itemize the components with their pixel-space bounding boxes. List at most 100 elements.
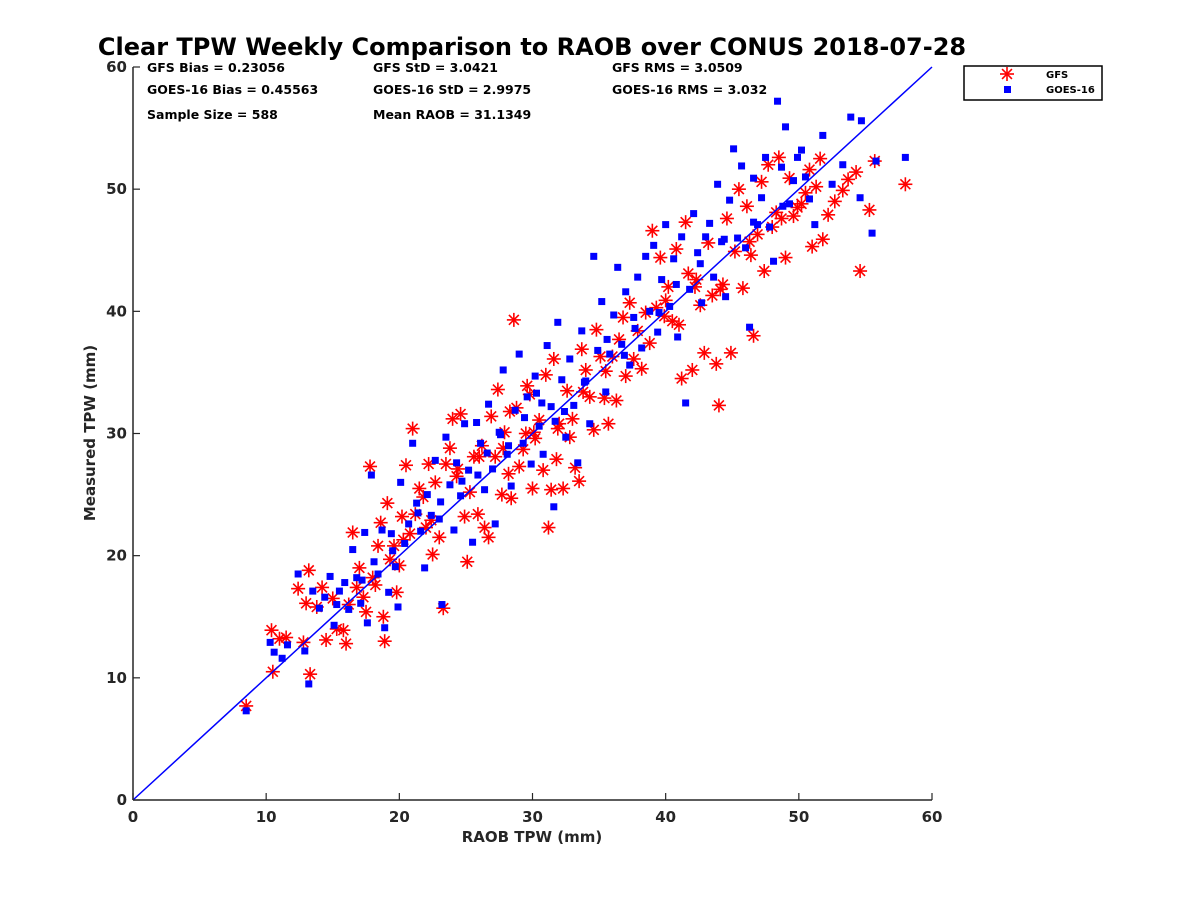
goes16-point bbox=[586, 420, 594, 428]
goes16-point bbox=[385, 588, 393, 596]
goes16-point bbox=[638, 344, 646, 352]
goes16-point bbox=[620, 351, 628, 359]
gfs-point bbox=[645, 223, 660, 238]
gfs-point bbox=[460, 554, 475, 569]
goes16-point bbox=[750, 218, 758, 226]
gfs-point bbox=[809, 179, 824, 194]
goes16-point bbox=[474, 471, 482, 479]
stats-block: GFS Bias = 0.23056 GFS StD = 3.0421 GFS … bbox=[147, 60, 767, 122]
goes16-point bbox=[473, 419, 481, 427]
goes16-point bbox=[401, 539, 409, 547]
gfs-point bbox=[757, 264, 772, 279]
goes16-point bbox=[868, 229, 876, 237]
gfs-point bbox=[556, 481, 571, 496]
goes16-point bbox=[674, 333, 682, 341]
goes16-point bbox=[446, 481, 454, 489]
gfs-point bbox=[685, 362, 700, 377]
goes16-point bbox=[345, 605, 353, 613]
gfs-point bbox=[470, 507, 485, 522]
goes16-point bbox=[598, 298, 606, 306]
gfs-point bbox=[802, 162, 817, 177]
gfs-point bbox=[394, 509, 409, 524]
goes16-point bbox=[654, 328, 662, 336]
goes16-point bbox=[270, 648, 278, 656]
goes16-point bbox=[839, 161, 847, 169]
goes16-point bbox=[811, 221, 819, 229]
gfs-point bbox=[363, 459, 378, 474]
gfs-point bbox=[642, 336, 657, 351]
goes16-point bbox=[349, 546, 357, 554]
goes16-point bbox=[333, 601, 341, 609]
goes16-point bbox=[630, 313, 638, 321]
goes16-point bbox=[578, 327, 586, 335]
gfs-point bbox=[723, 345, 738, 360]
goes16-point bbox=[538, 399, 546, 407]
goes16-point bbox=[672, 280, 680, 288]
gfs-point bbox=[538, 367, 553, 382]
gfs-point bbox=[376, 609, 391, 624]
gfs-point bbox=[315, 580, 330, 595]
goes16-point bbox=[550, 503, 558, 511]
gfs-point bbox=[815, 232, 830, 247]
gfs-point bbox=[674, 371, 689, 386]
goes16-point bbox=[778, 163, 786, 171]
goes16-point bbox=[720, 235, 728, 243]
gfs-point bbox=[653, 250, 668, 265]
legend-gfs-asterisk-icon bbox=[1000, 67, 1014, 81]
goes16-point bbox=[315, 604, 323, 612]
goes16-point bbox=[489, 465, 497, 473]
gfs-point bbox=[739, 199, 754, 214]
legend: GFS GOES-16 bbox=[963, 65, 1103, 101]
goes16-point bbox=[786, 200, 794, 208]
goes16-point bbox=[507, 482, 515, 490]
goes16-point bbox=[566, 355, 574, 363]
goes16-point bbox=[562, 433, 570, 441]
goes16-point bbox=[730, 145, 738, 153]
stat-goes-rms: GOES-16 RMS = 3.032 bbox=[612, 82, 767, 97]
stat-gfs-rms: GFS RMS = 3.0509 bbox=[612, 60, 743, 75]
gfs-point bbox=[601, 416, 616, 431]
y-axis-label: Measured TPW (mm) bbox=[81, 345, 99, 521]
goes16-point bbox=[742, 244, 750, 252]
stat-gfs-std: GFS StD = 3.0421 bbox=[373, 60, 498, 75]
gfs-point bbox=[428, 475, 443, 490]
goes16-point bbox=[485, 400, 493, 408]
goes16-point bbox=[710, 273, 718, 281]
gfs-point bbox=[352, 560, 367, 575]
goes16-point bbox=[819, 131, 827, 139]
x-axis: 0 10 20 30 40 50 60 bbox=[128, 793, 942, 826]
goes16-point bbox=[618, 340, 626, 348]
goes16-point bbox=[602, 388, 610, 396]
y-tick-label: 40 bbox=[106, 302, 127, 320]
goes16-point bbox=[414, 509, 422, 517]
gfs-point bbox=[771, 150, 786, 165]
goes16-point bbox=[560, 408, 568, 416]
gfs-point bbox=[853, 264, 868, 279]
goes16-point bbox=[594, 346, 602, 354]
goes16-point bbox=[531, 372, 539, 380]
gfs-point bbox=[544, 482, 559, 497]
gfs-point bbox=[405, 421, 420, 436]
gfs-point bbox=[481, 530, 496, 545]
gfs-point bbox=[862, 202, 877, 217]
goes16-point bbox=[394, 603, 402, 611]
goes16-point bbox=[856, 194, 864, 202]
goes16-point bbox=[278, 654, 286, 662]
gfs-point bbox=[359, 604, 374, 619]
goes16-point bbox=[694, 249, 702, 257]
gfs-point bbox=[709, 356, 724, 371]
gfs-point bbox=[778, 250, 793, 265]
goes16-point bbox=[326, 572, 334, 580]
goes16-point bbox=[397, 478, 405, 486]
goes16-point bbox=[722, 293, 730, 301]
y-tick-label: 10 bbox=[106, 669, 127, 687]
goes16-point bbox=[634, 273, 642, 281]
goes16-point bbox=[423, 491, 431, 499]
gfs-point bbox=[339, 636, 354, 651]
gfs-point bbox=[574, 342, 589, 357]
gfs-point bbox=[669, 242, 684, 257]
goes16-point bbox=[497, 431, 505, 439]
y-tick-label: 30 bbox=[106, 425, 127, 443]
gfs-point bbox=[296, 635, 311, 650]
chart-title: Clear TPW Weekly Comparison to RAOB over… bbox=[98, 33, 966, 61]
